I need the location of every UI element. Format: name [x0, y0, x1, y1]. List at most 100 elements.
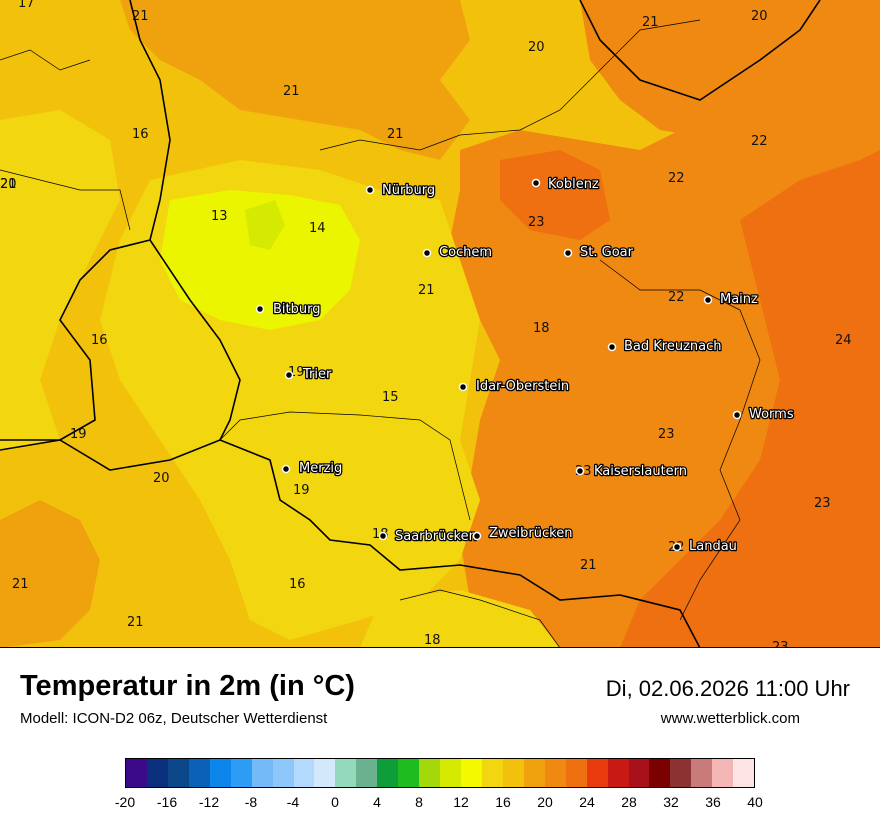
legend-swatch [440, 759, 461, 787]
temp-region-23-koblenz [500, 150, 610, 240]
city-dot [732, 410, 742, 420]
legend-tick-label: 24 [579, 794, 595, 810]
legend-swatch [481, 759, 503, 787]
legend-tick-label: -16 [156, 794, 178, 810]
temp-region-16-west [0, 110, 120, 450]
map-value: 18 [424, 633, 441, 648]
state-borders [0, 19, 761, 648]
map-value: 21 [0, 177, 17, 192]
map-value: 21 [127, 615, 144, 630]
legend-tick-label: -4 [286, 794, 300, 810]
city-saarbruecken[interactable]: Saarbrücken [378, 528, 478, 545]
map-value: 22 [668, 290, 685, 305]
legend-swatch [607, 759, 629, 787]
city-label: Saarbrücken [395, 529, 477, 544]
legend-swatch [544, 759, 566, 787]
map-value: 16 [289, 577, 306, 592]
legend-tick-label: 12 [453, 794, 469, 810]
map-value: 23 [658, 427, 675, 442]
legend-swatch [167, 759, 189, 787]
map-value: 20 [153, 471, 170, 486]
legend-swatch [272, 759, 294, 787]
city-zweibruecken[interactable]: Zweibrücken [472, 525, 574, 542]
temp-region-14-eifel [160, 190, 360, 330]
city-koblenz[interactable]: Koblenz [531, 176, 600, 193]
city-dot [378, 531, 388, 541]
city-dot [703, 295, 713, 305]
city-label: Mainz [720, 292, 758, 307]
legend-swatch [733, 759, 755, 787]
map-value: 24 [835, 333, 852, 348]
city-label: Koblenz [548, 177, 599, 192]
map-value: 20 [0, 177, 17, 192]
legend-swatch [377, 759, 399, 787]
map-value: 23 [528, 215, 545, 230]
legend-tick-label: 16 [495, 794, 511, 810]
map-value: 20 [751, 9, 768, 24]
legend-swatch [293, 759, 315, 787]
map-value-labels: 17 21 21 20 20 21 21 16 21 22 20 22 13 1… [0, 0, 852, 648]
legend-tick-label: 40 [747, 794, 763, 810]
city-label: Trier [302, 367, 332, 382]
legend-swatch [209, 759, 231, 787]
city-nuerburg[interactable]: Nürburg [365, 182, 436, 199]
map-value: 21 [283, 84, 300, 99]
city-worms[interactable]: Worms [732, 406, 795, 423]
legend-swatch [146, 759, 168, 787]
legend-swatch [398, 759, 420, 787]
temp-region-18-south [360, 590, 560, 648]
map-value: 21 [12, 577, 29, 592]
legend-swatch [419, 759, 441, 787]
map-value: 21 [418, 283, 435, 298]
map-value: 21 [580, 558, 597, 573]
city-dot [284, 370, 294, 380]
legend-tick-label: -8 [244, 794, 258, 810]
legend-swatch [314, 759, 336, 787]
country-borders [0, 0, 821, 648]
city-label: Bad Kreuznach [624, 339, 722, 354]
legend-tick-label: 0 [331, 794, 339, 810]
map-value: 17 [18, 0, 35, 11]
map-value: 23 [772, 640, 789, 648]
map-value: 16 [132, 127, 149, 142]
legend-tick-label: 36 [705, 794, 721, 810]
legend-swatch [712, 759, 734, 787]
city-dot [672, 542, 682, 552]
city-label: Zweibrücken [489, 526, 572, 541]
map-value: 22 [751, 134, 768, 149]
legend-tick-label: 8 [415, 794, 423, 810]
map-value: 19 [293, 483, 310, 498]
city-cochem[interactable]: Cochem [422, 244, 493, 261]
city-landau[interactable]: Landau [672, 538, 738, 555]
map-value: 21 [387, 127, 404, 142]
legend-swatch [670, 759, 692, 787]
temperature-map[interactable]: 17 21 21 20 20 21 21 16 21 22 20 22 13 1… [0, 0, 880, 648]
city-idar-oberstein[interactable]: Idar-Oberstein [458, 378, 570, 395]
temp-region-13-highpoint [245, 200, 285, 250]
legend-swatch [188, 759, 210, 787]
city-label: Merzig [299, 461, 342, 476]
city-trier[interactable]: Trier [284, 366, 333, 383]
map-value: 23 [814, 496, 831, 511]
legend-swatch [649, 759, 671, 787]
city-kaiserslautern[interactable]: Kaiserslautern [575, 463, 688, 480]
city-markers: Nürburg Koblenz Cochem St. Goar Bitburg … [255, 176, 795, 555]
legend-swatch [691, 759, 713, 787]
map-value: 21 [132, 9, 149, 24]
city-dot [531, 178, 541, 188]
city-label: Nürburg [382, 183, 435, 198]
city-st-goar[interactable]: St. Goar [563, 244, 635, 261]
city-merzig[interactable]: Merzig [281, 460, 344, 477]
website-link[interactable]: www.wetterblick.com [660, 710, 800, 727]
city-dot [563, 248, 573, 258]
legend-swatch [461, 759, 482, 787]
map-footer: Temperatur in 2m (in °C) Modell: ICON-D2… [0, 648, 880, 830]
city-bitburg[interactable]: Bitburg [255, 301, 322, 318]
city-mainz[interactable]: Mainz [703, 291, 759, 308]
legend-tick-label: 4 [373, 794, 381, 810]
legend-swatch [230, 759, 252, 787]
city-label: St. Goar [580, 245, 634, 260]
city-bad-kreuznach[interactable]: Bad Kreuznach [607, 338, 723, 355]
city-label: Kaiserslautern [594, 464, 687, 479]
legend-tick-label: 32 [663, 794, 679, 810]
